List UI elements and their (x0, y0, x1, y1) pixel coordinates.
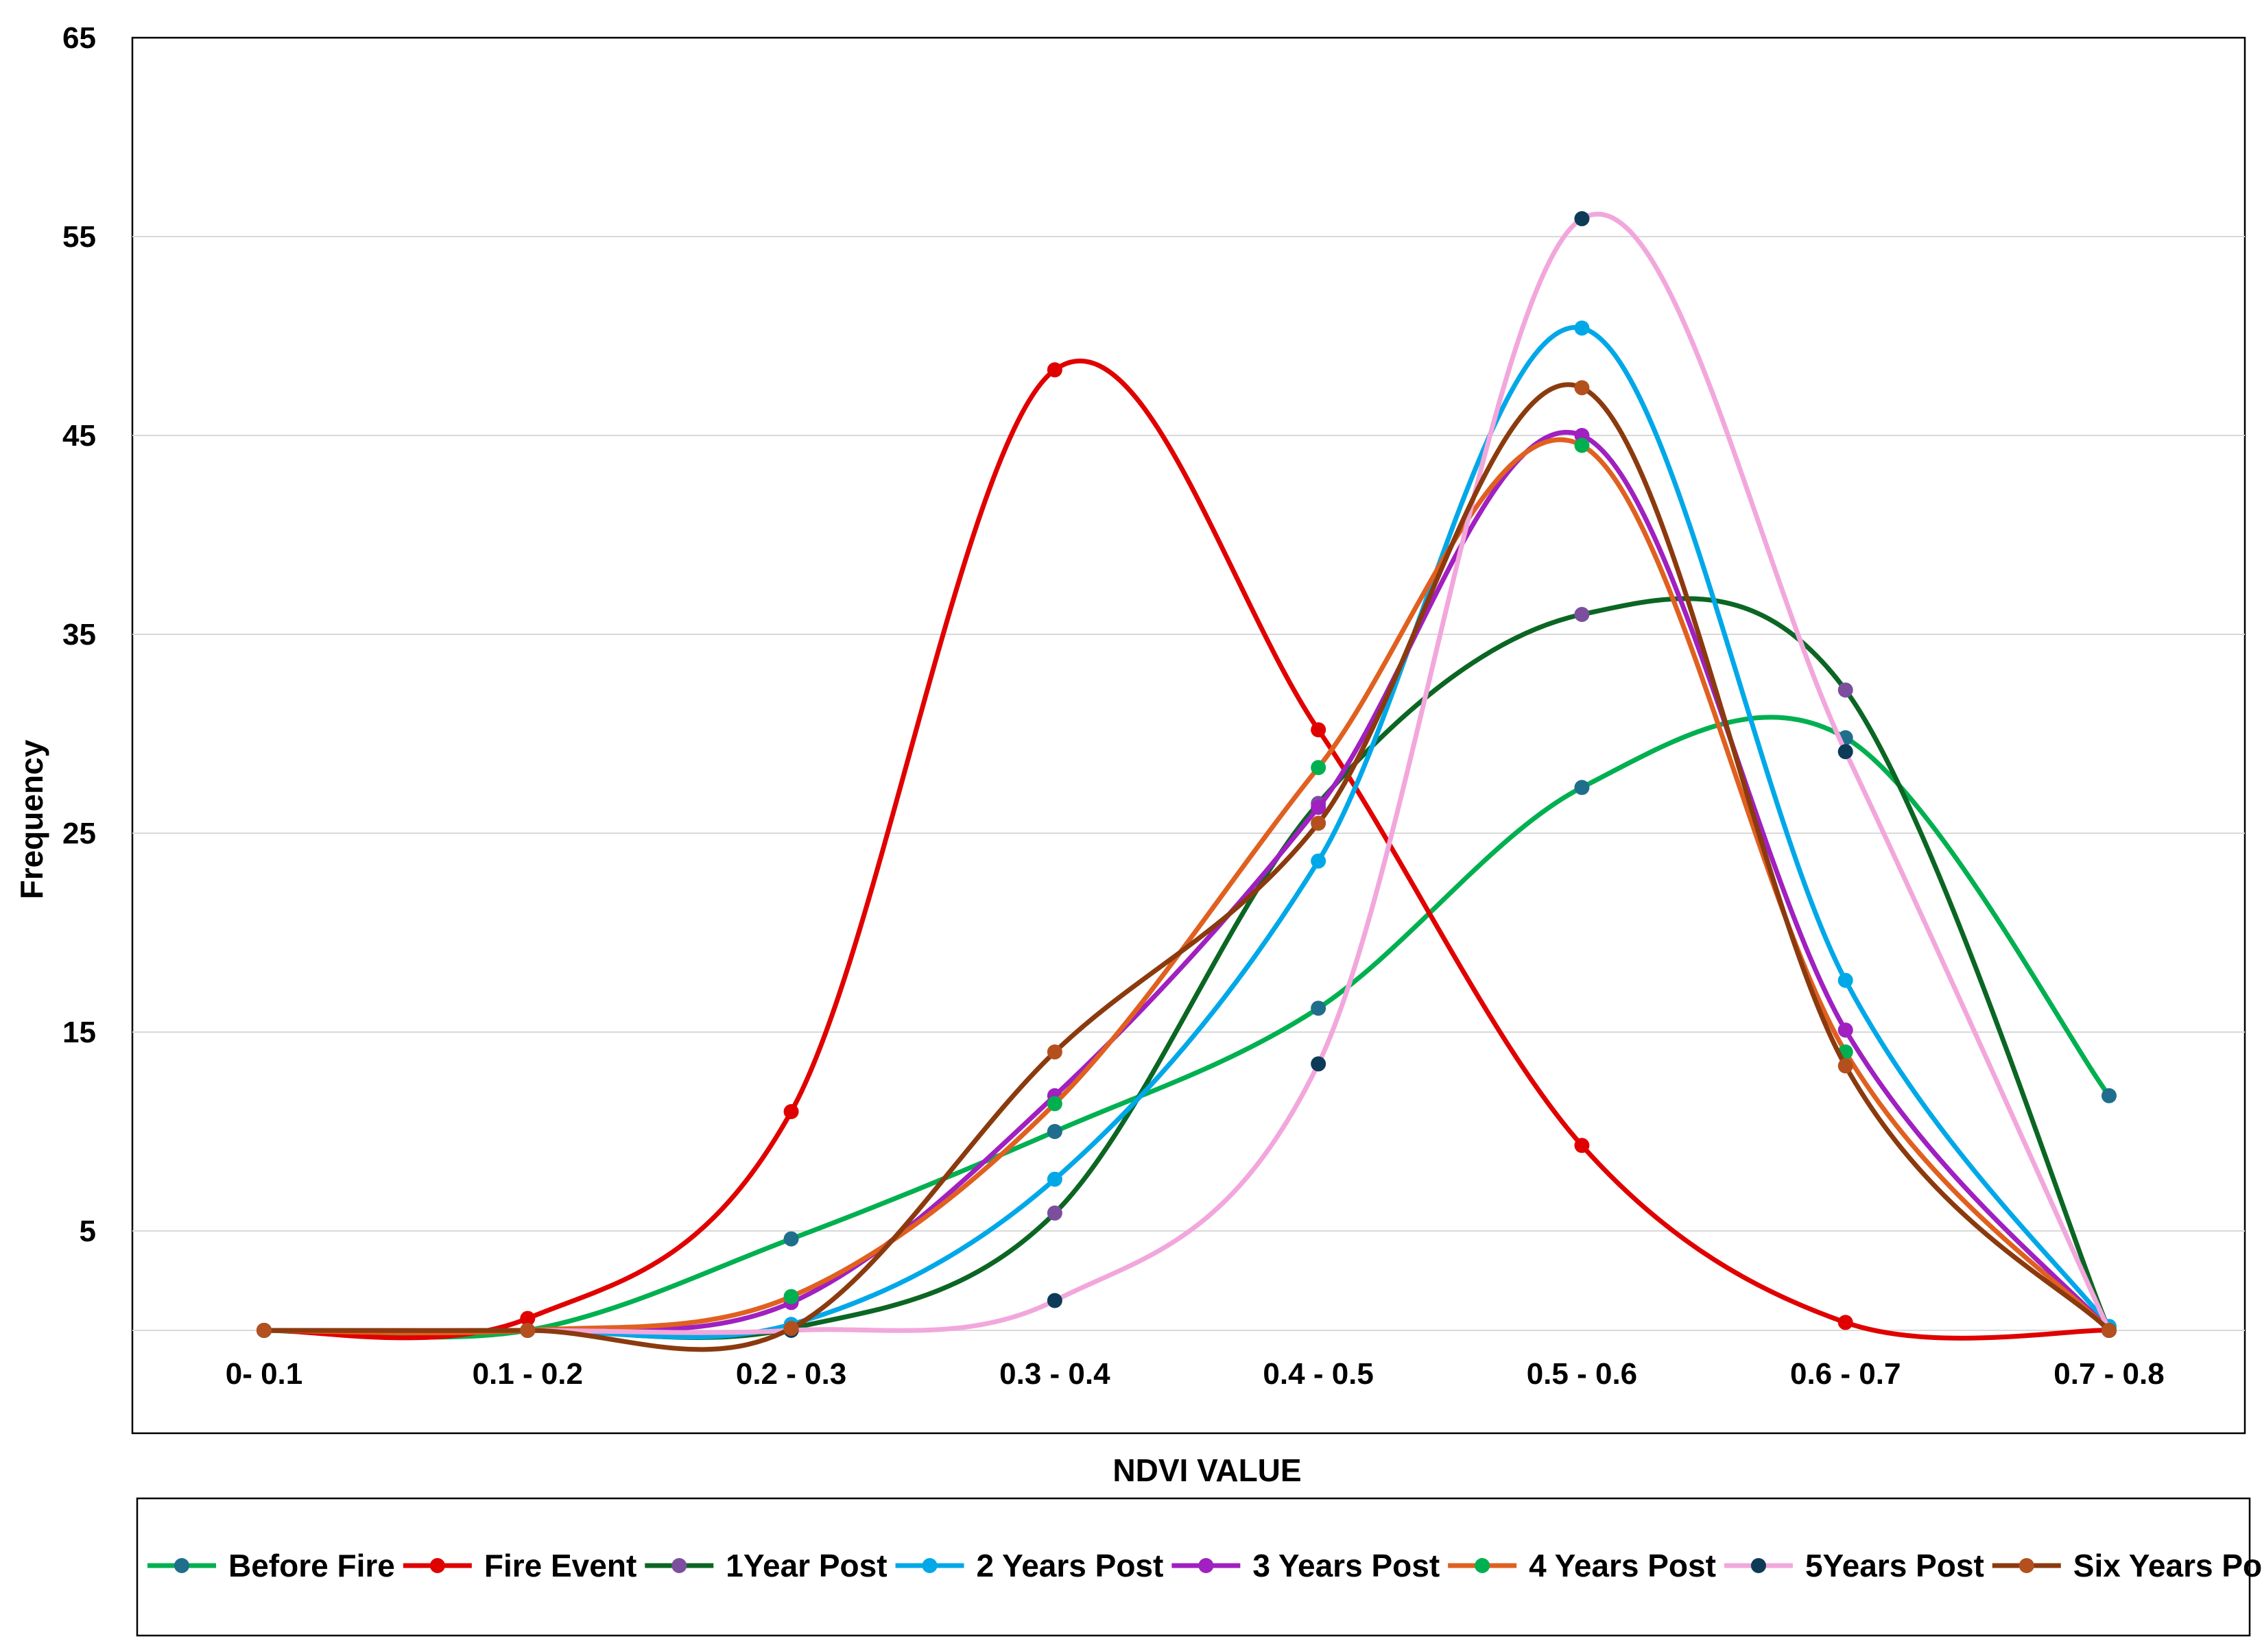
data-point (257, 1323, 272, 1338)
data-point (1837, 682, 1853, 698)
legend-label: Six Years Post (2073, 1548, 2262, 1583)
legend-label: 1Year Post (726, 1548, 887, 1583)
data-point (2102, 1323, 2117, 1338)
legend-marker (2019, 1558, 2034, 1573)
data-point (783, 1289, 799, 1304)
data-point (2102, 1088, 2117, 1103)
legend-item: 5Years Post (1724, 1548, 1984, 1583)
legend-label: 5Years Post (1805, 1548, 1984, 1583)
y-axis-ticks: 5 15 25 35 45 55 65 (62, 21, 96, 1248)
legend-item: 3 Years Post (1171, 1548, 1440, 1583)
data-point (783, 1321, 799, 1337)
data-point (783, 1231, 799, 1247)
data-point (1837, 1058, 1853, 1074)
y-tick-label: 45 (62, 419, 96, 453)
series-six-years-post (257, 380, 2117, 1352)
legend-item: 1Year Post (645, 1548, 888, 1583)
data-point (1574, 780, 1590, 795)
data-point (1574, 380, 1590, 396)
data-point (1574, 211, 1590, 226)
series-group (257, 211, 2117, 1352)
data-point (1047, 1293, 1062, 1308)
data-point (1574, 607, 1590, 622)
series-line (261, 324, 2112, 1340)
x-tick-label: 0.6 - 0.7 (1790, 1357, 1901, 1391)
data-point (1311, 853, 1326, 869)
legend: Before Fire Fire Event 1Year Post 2 Years P… (147, 1548, 2262, 1583)
x-tick-label: 0.3 - 0.4 (999, 1357, 1110, 1391)
data-point (1311, 815, 1326, 831)
series-line (261, 358, 2112, 1341)
legend-item: Six Years Post (1992, 1548, 2262, 1583)
x-tick-label: 0.2 - 0.3 (736, 1357, 846, 1391)
legend-label: Before Fire (228, 1548, 395, 1583)
x-axis-title: NDVI VALUE (1112, 1452, 1301, 1488)
data-point (1311, 760, 1326, 776)
legend-item: 4 Years Post (1448, 1548, 1716, 1583)
y-tick-label: 5 (80, 1214, 96, 1248)
data-point (1311, 800, 1326, 815)
data-point (1837, 1022, 1853, 1038)
data-point (1047, 362, 1062, 378)
data-point (783, 1104, 799, 1119)
y-tick-label: 35 (62, 618, 96, 651)
gridlines (132, 236, 2245, 1331)
data-point (1837, 744, 1853, 760)
legend-label: 4 Years Post (1529, 1548, 1716, 1583)
legend-marker (1475, 1558, 1490, 1573)
legend-label: 3 Years Post (1252, 1548, 1440, 1583)
legend-marker (429, 1558, 445, 1573)
data-point (1047, 1096, 1062, 1112)
y-axis-title: Frequency (14, 739, 49, 899)
data-point (1311, 1056, 1326, 1072)
data-point (1574, 1138, 1590, 1153)
data-point (1311, 1001, 1326, 1016)
legend-marker (1198, 1558, 1214, 1573)
legend-marker (1750, 1558, 1766, 1573)
data-point (1047, 1171, 1062, 1187)
x-tick-label: 0- 0.1 (226, 1357, 303, 1391)
legend-label: 2 Years Post (977, 1548, 1164, 1583)
legend-box (136, 1497, 2251, 1637)
data-point (1047, 1205, 1062, 1221)
x-axis-ticks: 0- 0.1 0.1 - 0.2 0.2 - 0.3 0.3 - 0.4 0.4 - 0… (226, 1357, 2165, 1391)
legend-marker (922, 1558, 938, 1573)
data-point (1047, 1124, 1062, 1139)
y-tick-label: 65 (62, 21, 96, 55)
data-point (1574, 438, 1590, 453)
data-point (520, 1310, 536, 1326)
data-point (1047, 1044, 1062, 1060)
data-point (1837, 972, 1853, 988)
series-line (261, 437, 2112, 1336)
x-tick-label: 0.7 - 0.8 (2053, 1357, 2164, 1391)
data-point (1574, 320, 1590, 336)
legend-item: 2 Years Post (895, 1548, 1164, 1583)
legend-marker (671, 1558, 687, 1573)
x-tick-label: 0.5 - 0.6 (1527, 1357, 1637, 1391)
y-tick-label: 55 (62, 220, 96, 254)
legend-item: Fire Event (403, 1548, 636, 1583)
y-tick-label: 15 (62, 1016, 96, 1049)
plot-area-border (131, 36, 2246, 1435)
data-point (520, 1323, 536, 1338)
legend-label: Fire Event (484, 1548, 636, 1583)
data-point (1311, 722, 1326, 738)
legend-item: Before Fire (147, 1548, 395, 1583)
y-tick-label: 25 (62, 817, 96, 850)
data-point (1837, 1315, 1853, 1330)
legend-marker (174, 1558, 189, 1573)
x-tick-label: 0.1 - 0.2 (473, 1357, 583, 1391)
x-tick-label: 0.4 - 0.5 (1263, 1357, 1373, 1391)
